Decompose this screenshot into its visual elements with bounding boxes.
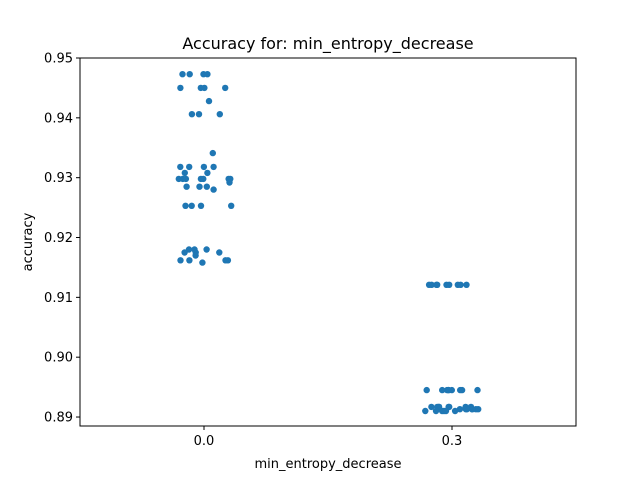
data-point [200,163,208,171]
data-point [216,111,223,118]
data-point [181,249,188,256]
data-point [456,406,464,413]
data-point [203,183,210,190]
data-point [183,183,190,190]
data-point [186,257,193,264]
data-point [451,407,459,415]
data-point [182,202,189,209]
data-point [197,175,205,183]
data-point [179,71,186,78]
data-point [432,407,440,415]
data-point [203,246,210,253]
data-point [177,84,184,92]
data-point [197,202,205,209]
y-tick-label: 0.90 [44,351,73,366]
x-tick-label: 0.0 [194,434,215,449]
y-axis: 0.89 0.90 0.91 0.92 0.93 0.94 0.95 [44,52,80,426]
data-point [186,163,193,171]
data-point [457,281,464,288]
data-point [222,84,229,92]
plot-area [80,58,576,426]
data-point [425,281,433,288]
data-point [446,281,453,288]
data-point [463,281,470,288]
data-point [196,183,203,190]
data-point [442,407,450,415]
data-point [422,407,429,415]
data-point [201,84,208,92]
data-point [199,259,206,266]
data-point [204,71,211,78]
y-tick-label: 0.94 [44,111,73,126]
data-point [228,202,235,209]
data-point [186,71,193,78]
data-point [177,163,184,171]
data-point [188,202,195,209]
plot-frame [79,57,577,427]
data-point [177,257,184,264]
data-point [188,111,196,118]
data-point [210,163,217,171]
x-tick-label: 0.3 [442,434,463,449]
data-point [462,406,470,413]
x-axis-label: min_entropy_decrease [255,457,402,472]
chart-title: Accuracy for: min_entropy_decrease [182,34,473,54]
data-point [222,257,229,264]
data-point [195,111,203,118]
data-point [210,186,217,193]
data-point [179,175,186,183]
data-point [445,386,452,394]
data-point [439,386,446,394]
y-tick-label: 0.89 [44,411,73,426]
data-point [428,403,435,411]
y-axis-label: accuracy [21,212,36,271]
data-point [433,281,440,288]
data-point [209,149,216,157]
y-tick-label: 0.95 [44,52,73,67]
data-point [204,169,211,177]
y-tick-label: 0.91 [44,291,73,306]
x-axis: 0.0 0.3 [194,426,463,449]
data-point [216,249,223,256]
y-tick-label: 0.93 [44,171,73,186]
points-layer [175,71,482,415]
data-point [423,386,430,394]
data-point [192,252,199,259]
data-point [205,97,213,105]
data-point [457,386,464,394]
data-point [469,406,476,413]
y-tick-label: 0.92 [44,231,73,246]
data-point [226,179,233,186]
data-point [181,169,188,177]
data-point [474,386,481,394]
